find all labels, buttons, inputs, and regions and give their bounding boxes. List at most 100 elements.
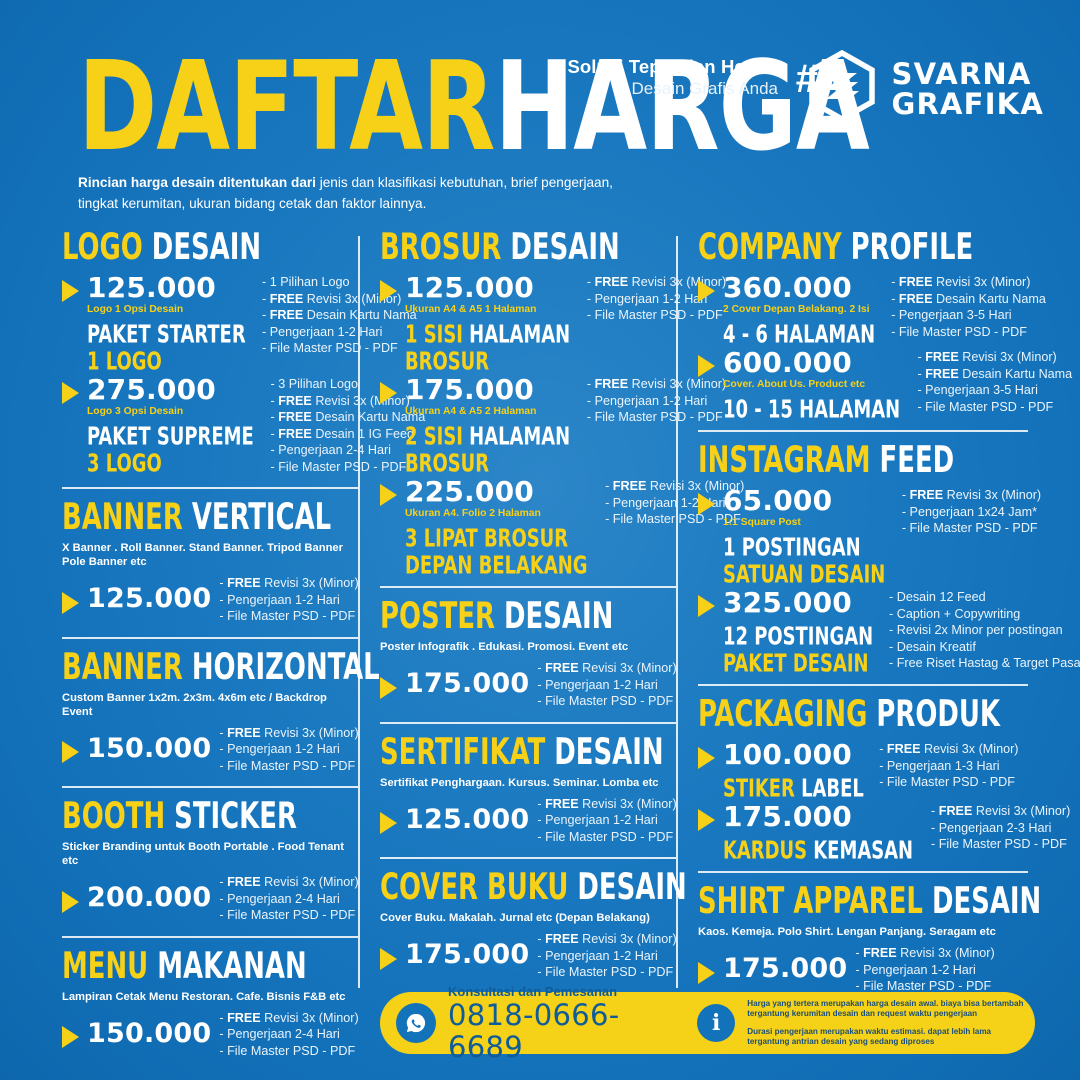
section-divider <box>62 935 358 938</box>
feature-item: - FREE Revisi 3x (Minor) <box>931 804 1071 818</box>
package-name-line-2: BROSUR <box>405 450 570 476</box>
package-plain: PAKET STARTER <box>87 319 246 349</box>
feature-item: - Pengerjaan 1x24 Jam* <box>901 504 1037 519</box>
feature-emphasis: FREE <box>863 946 897 960</box>
feature-list: - FREE Revisi 3x (Minor) - Pengerjaan 1-2… <box>219 573 358 625</box>
section-title-accent: COVER BUKU <box>380 866 569 909</box>
tagline: Rincian harga desain ditentukan dari jen… <box>78 172 638 214</box>
section-divider <box>62 636 358 639</box>
price-value: 175.000 <box>405 373 534 406</box>
package-accent: PAKET DESAIN <box>723 648 869 678</box>
section-title-plain: STICKER <box>165 795 297 838</box>
section-subtitle-line: Sticker Branding untuk Booth Portable . … <box>62 841 344 867</box>
feature-item: - Pengerjaan 2-4 Hari <box>219 891 340 906</box>
feature-list: - FREE Revisi 3x (Minor) - FREE Desain Ka… <box>917 347 1072 415</box>
feature-emphasis: FREE <box>545 661 579 675</box>
feature-emphasis: FREE <box>227 576 261 590</box>
feature-emphasis: FREE <box>938 804 973 818</box>
price-item-row: 275.000 Logo 3 Opsi Desain PAKET SUPREME 3 … <box>62 374 425 476</box>
price-item-row: 600.000 Cover. About Us. Product etc 10 - … <box>698 347 1072 422</box>
package-plain: LABEL <box>794 773 864 803</box>
section-subtitle: Custom Banner 1x2m. 2x3m. 4x6m etc / Bac… <box>62 691 358 719</box>
price-item-row: 125.000 - FREE Revisi 3x (Minor) - Pengerj… <box>62 573 359 625</box>
feature-item: - FREE Revisi 3x (Minor) <box>537 932 677 946</box>
price-item-row: 360.000 2 Cover Depan Belakang. 2 Isi 4 - … <box>698 271 1046 347</box>
feature-list: - FREE Revisi 3x (Minor) - Pengerjaan 2-3… <box>931 801 1070 853</box>
brand-logo: SVARNA GRAFIKA <box>806 49 1045 127</box>
bullet-arrow-icon <box>698 493 715 515</box>
section-title-plain: DESAIN <box>495 595 614 638</box>
section-divider <box>698 684 1028 686</box>
feature-item: - File Master PSD - PDF <box>855 979 992 993</box>
price-value: 325.000 <box>723 586 852 619</box>
section-title-plain: DESAIN <box>142 226 262 269</box>
info-icon: i <box>697 1004 736 1042</box>
price-value: 175.000 <box>723 953 848 985</box>
bullet-arrow-icon <box>62 382 79 404</box>
bullet-arrow-icon <box>62 890 79 913</box>
package-plain: 4 - 6 HALAMAN <box>723 319 876 349</box>
price-item-row: 175.000 - FREE Revisi 3x (Minor) - Pengerj… <box>380 658 677 710</box>
price-block: 125.000 Ukuran A4 & A5 1 Halaman 1 SISI HA… <box>405 272 579 374</box>
phone-number[interactable]: 0818-0666-6689 <box>448 997 620 1064</box>
package-name-line-2: SATUAN DESAIN <box>723 561 885 587</box>
feature-list: - FREE Revisi 3x (Minor) - Pengerjaan 2-4… <box>219 872 358 924</box>
feature-item: - Pengerjaan 1-2 Hari <box>537 677 658 692</box>
price-block: 150.000 <box>87 1018 211 1049</box>
feature-item: - Pengerjaan 1-2 Hari <box>605 495 726 510</box>
feature-item: - FREE Revisi 3x (Minor) <box>537 661 677 675</box>
feature-item: - File Master PSD - PDF <box>917 399 1054 414</box>
feature-item: - File Master PSD - PDF <box>537 965 674 979</box>
price-block: 175.000 <box>723 953 847 984</box>
feature-item: - Pengerjaan 1-2 Hari <box>219 592 340 607</box>
section-title: BANNER VERTICAL <box>62 498 346 537</box>
bullet-arrow-icon <box>62 741 79 764</box>
whatsapp-icon[interactable] <box>396 1003 436 1043</box>
package-plain: 10 - 15 HALAMAN <box>723 394 901 424</box>
section-title-plain: FEED <box>870 439 955 482</box>
title-part-1: DAFTAR <box>78 34 495 179</box>
package-plain: PAKET SUPREME <box>87 421 254 451</box>
section-title-plain: HORIZONTAL <box>182 645 380 689</box>
price-item-row: 125.000 Ukuran A4 & A5 1 Halaman 1 SISI HA… <box>380 272 726 374</box>
section-title: LOGO DESAIN <box>62 228 346 267</box>
package-plain: 12 POSTINGAN <box>723 621 874 651</box>
price-block: 200.000 <box>87 882 211 913</box>
price-value: 200.000 <box>87 882 212 914</box>
section-title: COVER BUKU DESAIN <box>380 866 687 909</box>
price-note: Ukuran A4. Folio 2 Halaman <box>405 508 541 519</box>
section-title-accent: SHIRT APPAREL <box>698 880 923 923</box>
brand-name-line-2: GRAFIKA <box>891 86 1044 121</box>
price-block: 125.000 <box>405 804 529 835</box>
price-item-row: 150.000 - FREE Revisi 3x (Minor) - Pengerj… <box>62 723 359 775</box>
package-name-line-2: 1 LOGO <box>87 348 246 374</box>
brand-name-line-1: SVARNA <box>891 56 1032 91</box>
section-subtitle: Kaos. Kemeja. Polo Shirt. Lengan Panjang… <box>698 925 1028 939</box>
section-subtitle-line: X Banner . Roll Banner. Stand Banner. Tr… <box>62 542 343 554</box>
feature-item: - File Master PSD - PDF <box>586 410 723 424</box>
price-block: 175.000 KARDUS KEMASAN <box>723 801 923 863</box>
section-subtitle-line: Sertifikat Penghargaan. Kursus. Seminar.… <box>380 776 659 789</box>
section-subtitle: Cover Buku. Makalah. Jurnal etc (Depan B… <box>380 911 676 925</box>
price-value: 225.000 <box>405 475 534 508</box>
bullet-arrow-icon <box>698 355 715 377</box>
feature-emphasis: FREE <box>278 410 312 424</box>
feature-item: - FREE Revisi 3x (Minor) <box>219 875 359 889</box>
bullet-arrow-icon <box>380 382 397 404</box>
price-value: 360.000 <box>723 271 852 304</box>
feature-item: - File Master PSD - PDF <box>219 908 356 922</box>
page-title: DAFTARHARGA <box>78 45 870 168</box>
feature-item: - FREE Revisi 3x (Minor) <box>879 742 1019 756</box>
feature-list: - FREE Revisi 3x (Minor) - Pengerjaan 1-2… <box>219 723 358 775</box>
feature-item: - FREE Desain Kartu Nama <box>262 308 417 322</box>
feature-item: - Caption + Copywriting <box>889 606 1021 621</box>
disclaimer-line-2: Durasi pengerjaan merupakan waktu estima… <box>747 1026 992 1047</box>
contact-footer-bar[interactable]: Konsultasi dan Pemesanan 0818-0666-6689 … <box>380 984 1035 1063</box>
price-block: 125.000 Logo 1 Opsi Desain PAKET STARTER 1 … <box>87 272 254 374</box>
section-title-accent: MENU <box>62 944 149 988</box>
package-plain: 1 POSTINGAN <box>723 532 861 562</box>
price-block: 100.000 STIKER LABEL <box>723 739 871 801</box>
feature-list: - FREE Revisi 3x (Minor) - FREE Desain Ka… <box>891 272 1046 340</box>
section-subtitle-line: Poster Infografik . Edukasi. Promosi. Ev… <box>380 641 629 653</box>
price-note: 1:1 Square Post <box>723 517 801 528</box>
